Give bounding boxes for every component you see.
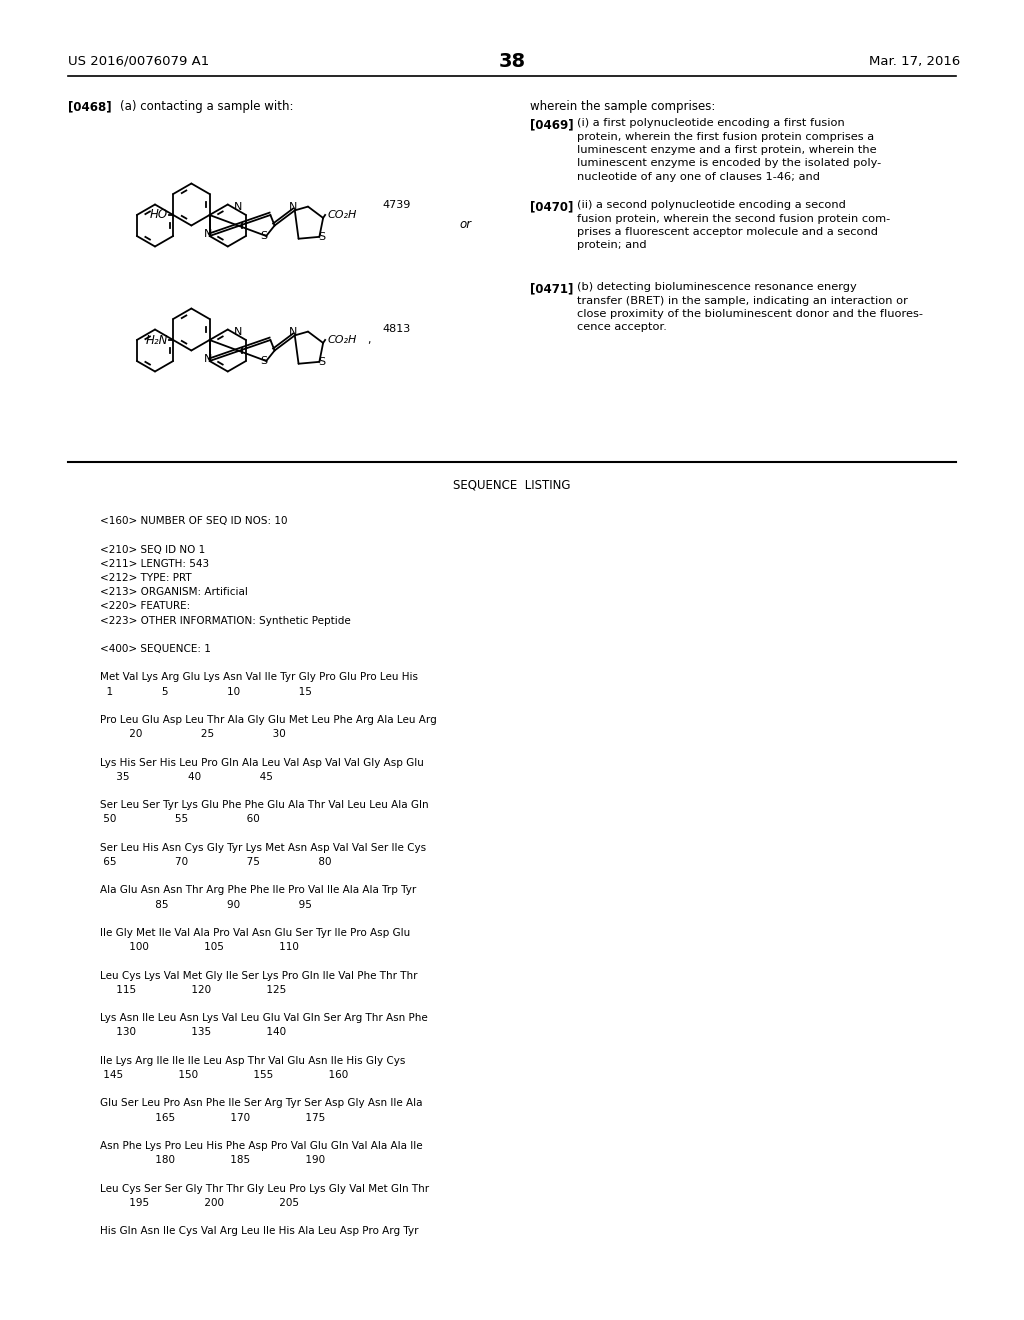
- Text: CO₂H: CO₂H: [327, 210, 356, 220]
- Text: SEQUENCE  LISTING: SEQUENCE LISTING: [454, 478, 570, 491]
- Text: protein; and: protein; and: [577, 240, 646, 251]
- Text: 4739: 4739: [382, 199, 411, 210]
- Text: Pro Leu Glu Asp Leu Thr Ala Gly Glu Met Leu Phe Arg Ala Leu Arg: Pro Leu Glu Asp Leu Thr Ala Gly Glu Met …: [100, 715, 437, 725]
- Text: luminescent enzyme and a first protein, wherein the: luminescent enzyme and a first protein, …: [577, 145, 877, 154]
- Text: <210> SEQ ID NO 1: <210> SEQ ID NO 1: [100, 545, 205, 554]
- Text: or: or: [460, 219, 472, 231]
- Text: 4813: 4813: [382, 325, 411, 334]
- Text: (b) detecting bioluminescence resonance energy: (b) detecting bioluminescence resonance …: [577, 282, 857, 292]
- Text: Ile Lys Arg Ile Ile Ile Leu Asp Thr Val Glu Asn Ile His Gly Cys: Ile Lys Arg Ile Ile Ile Leu Asp Thr Val …: [100, 1056, 406, 1065]
- Text: Ile Gly Met Ile Val Ala Pro Val Asn Glu Ser Tyr Ile Pro Asp Glu: Ile Gly Met Ile Val Ala Pro Val Asn Glu …: [100, 928, 411, 939]
- Text: His Gln Asn Ile Cys Val Arg Leu Ile His Ala Leu Asp Pro Arg Tyr: His Gln Asn Ile Cys Val Arg Leu Ile His …: [100, 1226, 419, 1237]
- Text: <160> NUMBER OF SEQ ID NOS: 10: <160> NUMBER OF SEQ ID NOS: 10: [100, 516, 288, 527]
- Text: Leu Cys Ser Ser Gly Thr Thr Gly Leu Pro Lys Gly Val Met Gln Thr: Leu Cys Ser Ser Gly Thr Thr Gly Leu Pro …: [100, 1184, 429, 1193]
- Text: Ser Leu Ser Tyr Lys Glu Phe Phe Glu Ala Thr Val Leu Leu Ala Gln: Ser Leu Ser Tyr Lys Glu Phe Phe Glu Ala …: [100, 800, 429, 810]
- Text: luminescent enzyme is encoded by the isolated poly-: luminescent enzyme is encoded by the iso…: [577, 158, 882, 169]
- Text: <223> OTHER INFORMATION: Synthetic Peptide: <223> OTHER INFORMATION: Synthetic Pepti…: [100, 615, 351, 626]
- Text: S: S: [261, 231, 268, 242]
- Text: <220> FEATURE:: <220> FEATURE:: [100, 602, 190, 611]
- Text: 195                 200                 205: 195 200 205: [100, 1197, 299, 1208]
- Text: N: N: [205, 228, 213, 239]
- Text: 38: 38: [499, 51, 525, 71]
- Text: 100                 105                 110: 100 105 110: [100, 942, 299, 952]
- Text: Glu Ser Leu Pro Asn Phe Ile Ser Arg Tyr Ser Asp Gly Asn Ile Ala: Glu Ser Leu Pro Asn Phe Ile Ser Arg Tyr …: [100, 1098, 423, 1109]
- Text: S: S: [317, 232, 325, 242]
- Text: [0469]: [0469]: [530, 117, 573, 131]
- Text: N: N: [289, 202, 297, 213]
- Text: <400> SEQUENCE: 1: <400> SEQUENCE: 1: [100, 644, 211, 653]
- Text: <213> ORGANISM: Artificial: <213> ORGANISM: Artificial: [100, 587, 248, 597]
- Text: <211> LENGTH: 543: <211> LENGTH: 543: [100, 558, 209, 569]
- Text: close proximity of the bioluminescent donor and the fluores-: close proximity of the bioluminescent do…: [577, 309, 923, 319]
- Text: 50                  55                  60: 50 55 60: [100, 814, 260, 825]
- Text: 65                  70                  75                  80: 65 70 75 80: [100, 857, 332, 867]
- Text: HO: HO: [151, 209, 168, 222]
- Text: [0468]: [0468]: [68, 100, 112, 114]
- Text: N: N: [205, 354, 213, 364]
- Text: 145                 150                 155                 160: 145 150 155 160: [100, 1071, 348, 1080]
- Text: N: N: [289, 327, 297, 338]
- Text: Mar. 17, 2016: Mar. 17, 2016: [868, 55, 961, 69]
- Text: <212> TYPE: PRT: <212> TYPE: PRT: [100, 573, 191, 583]
- Text: 115                 120                 125: 115 120 125: [100, 985, 287, 995]
- Text: (a) contacting a sample with:: (a) contacting a sample with:: [120, 100, 294, 114]
- Text: 20                  25                  30: 20 25 30: [100, 729, 286, 739]
- Text: cence acceptor.: cence acceptor.: [577, 322, 667, 333]
- Text: Leu Cys Lys Val Met Gly Ile Ser Lys Pro Gln Ile Val Phe Thr Thr: Leu Cys Lys Val Met Gly Ile Ser Lys Pro …: [100, 970, 418, 981]
- Text: 1               5                  10                  15: 1 5 10 15: [100, 686, 312, 697]
- Text: Lys Asn Ile Leu Asn Lys Val Leu Glu Val Gln Ser Arg Thr Asn Phe: Lys Asn Ile Leu Asn Lys Val Leu Glu Val …: [100, 1014, 428, 1023]
- Text: [0471]: [0471]: [530, 282, 573, 294]
- Text: transfer (BRET) in the sample, indicating an interaction or: transfer (BRET) in the sample, indicatin…: [577, 296, 908, 305]
- Text: Ala Glu Asn Asn Thr Arg Phe Phe Ile Pro Val Ile Ala Ala Trp Tyr: Ala Glu Asn Asn Thr Arg Phe Phe Ile Pro …: [100, 886, 416, 895]
- Text: fusion protein, wherein the second fusion protein com-: fusion protein, wherein the second fusio…: [577, 214, 890, 223]
- Text: N: N: [234, 327, 243, 337]
- Text: [0470]: [0470]: [530, 201, 573, 213]
- Text: Ser Leu His Asn Cys Gly Tyr Lys Met Asn Asp Val Val Ser Ile Cys: Ser Leu His Asn Cys Gly Tyr Lys Met Asn …: [100, 842, 426, 853]
- Text: 165                 170                 175: 165 170 175: [100, 1113, 326, 1122]
- Text: H₂N: H₂N: [145, 334, 168, 346]
- Text: 130                 135                 140: 130 135 140: [100, 1027, 286, 1038]
- Text: S: S: [261, 356, 268, 366]
- Text: nucleotide of any one of clauses 1-46; and: nucleotide of any one of clauses 1-46; a…: [577, 172, 820, 182]
- Text: 35                  40                  45: 35 40 45: [100, 772, 272, 781]
- Text: S: S: [317, 356, 325, 367]
- Text: N: N: [234, 202, 243, 213]
- Text: CO₂H: CO₂H: [327, 335, 356, 345]
- Text: protein, wherein the first fusion protein comprises a: protein, wherein the first fusion protei…: [577, 132, 874, 141]
- Text: ,: ,: [368, 335, 371, 345]
- Text: Met Val Lys Arg Glu Lys Asn Val Ile Tyr Gly Pro Glu Pro Leu His: Met Val Lys Arg Glu Lys Asn Val Ile Tyr …: [100, 672, 418, 682]
- Text: prises a fluorescent acceptor molecule and a second: prises a fluorescent acceptor molecule a…: [577, 227, 878, 238]
- Text: 85                  90                  95: 85 90 95: [100, 900, 312, 909]
- Text: Lys His Ser His Leu Pro Gln Ala Leu Val Asp Val Val Gly Asp Glu: Lys His Ser His Leu Pro Gln Ala Leu Val …: [100, 758, 424, 768]
- Text: (i) a first polynucleotide encoding a first fusion: (i) a first polynucleotide encoding a fi…: [577, 117, 845, 128]
- Text: 180                 185                 190: 180 185 190: [100, 1155, 326, 1166]
- Text: wherein the sample comprises:: wherein the sample comprises:: [530, 100, 716, 114]
- Text: Asn Phe Lys Pro Leu His Phe Asp Pro Val Glu Gln Val Ala Ala Ile: Asn Phe Lys Pro Leu His Phe Asp Pro Val …: [100, 1140, 423, 1151]
- Text: US 2016/0076079 A1: US 2016/0076079 A1: [68, 55, 209, 69]
- Text: (ii) a second polynucleotide encoding a second: (ii) a second polynucleotide encoding a …: [577, 201, 846, 210]
